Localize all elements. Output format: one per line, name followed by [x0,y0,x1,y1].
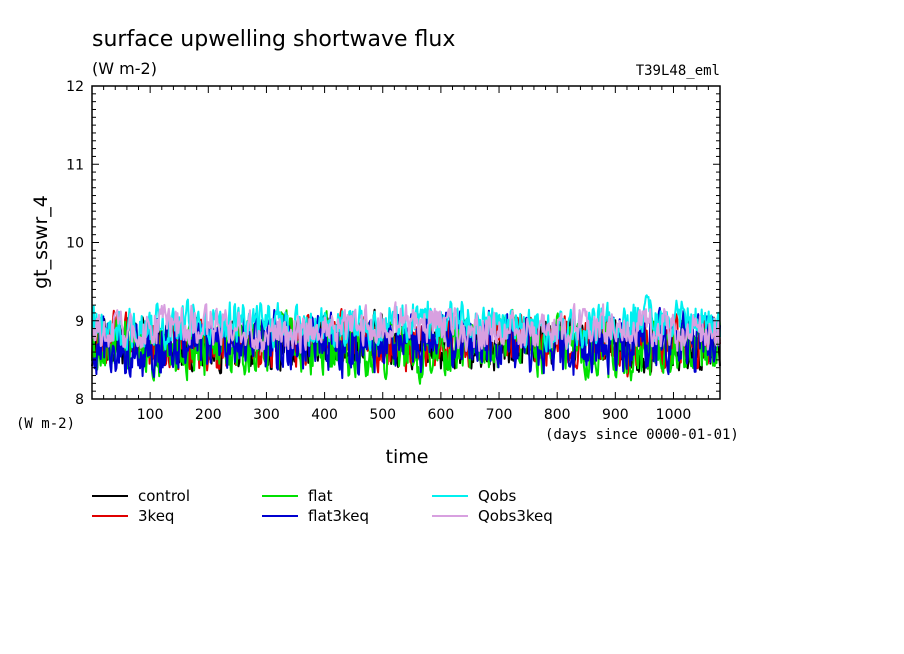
x-tick-label: 800 [544,407,571,423]
y-tick-label: 9 [75,314,84,330]
y-tick-label: 10 [66,236,84,252]
run-label: T39L48_eml [636,63,720,79]
y-axis-units: (W m-2) [16,416,75,432]
y-axis-label: gt_sswr_4 [30,195,52,289]
legend-item-control: control [92,487,190,505]
y-tick-label: 8 [75,392,84,408]
plot-lines [91,294,721,385]
y-tick-label: 11 [66,157,84,173]
legend-item-flat3keq: flat3keq [262,507,369,525]
x-tick-label: 100 [137,407,164,423]
axis-ticks [92,85,720,400]
legend: control 3keq flat flat3keq Qobs Qobs3keq [92,487,553,525]
legend-label: Qobs3keq [478,507,553,525]
legend-item-Qobs3keq: Qobs3keq [432,507,553,525]
x-tick-label: 1000 [656,407,692,423]
x-tick-label: 900 [602,407,629,423]
legend-label: flat [308,487,333,505]
legend-label: 3keq [138,507,174,525]
x-tick-label: 700 [486,407,513,423]
x-tick-label: 300 [253,407,280,423]
x-tick-label: 200 [195,407,222,423]
x-tick-label: 600 [428,407,455,423]
legend-label: flat3keq [308,507,369,525]
legend-label: Qobs [478,487,517,505]
legend-item-3keq: 3keq [92,507,174,525]
y-tick-label: 12 [66,79,84,95]
axis-tick-labels: 100 200 300 400 500 600 700 800 900 1000 8 9 10 11 12 [66,79,691,423]
legend-label: control [138,487,190,505]
chart-units: (W m-2) [92,59,157,78]
x-axis-label: time [386,446,429,468]
series-line-Qobs3keq [91,301,721,354]
x-axis-units: (days since 0000-01-01) [545,427,739,443]
legend-item-Qobs: Qobs [432,487,517,505]
x-tick-label: 400 [311,407,338,423]
x-tick-label: 500 [369,407,396,423]
legend-item-flat: flat [262,487,333,505]
chart-title: surface upwelling shortwave flux [92,27,455,52]
